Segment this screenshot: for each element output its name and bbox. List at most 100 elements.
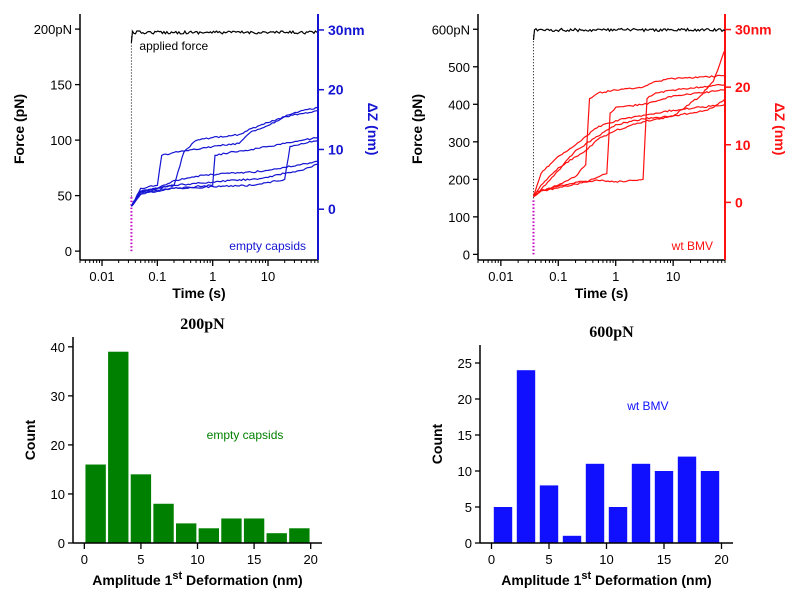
deformation-trace: [533, 98, 726, 198]
x-tick-label: 10: [261, 269, 275, 284]
y-tick-label: 50: [58, 189, 72, 204]
y-tick-label: 40: [51, 340, 65, 355]
y2-tick-label: 30nm: [328, 22, 365, 38]
y2-axis-label: ΔZ (nm): [365, 103, 381, 156]
annotation-label: empty capsids: [229, 239, 306, 253]
y-tick-label: 25: [458, 356, 472, 371]
y-axis-label: Count: [22, 419, 38, 460]
histogram-panel-200pn: 0 10 20 30 40 0 5 10 15 20 200pN Count Amplitude 1st…: [22, 316, 322, 588]
y2-tick-label: 20: [328, 82, 344, 98]
y2-axis-label: ΔZ (nm): [772, 103, 788, 156]
histogram-bar: [85, 464, 106, 543]
histogram-bar: [289, 528, 310, 543]
x-axis-label-part: Deformation (nm): [182, 572, 303, 588]
deformation-trace: [532, 103, 726, 197]
histogram-bar: [654, 471, 674, 543]
x-tick-label: 5: [137, 552, 144, 567]
x-tick-label: 0: [81, 552, 88, 567]
applied-force-trace: [532, 27, 726, 41]
y2-tick-label: 10: [328, 141, 344, 157]
annotation-label: wt BMV: [671, 239, 713, 253]
x-tick-label: 0.1: [148, 269, 166, 284]
histogram-bar: [108, 351, 129, 543]
y2-tick-label: 20: [735, 79, 751, 95]
x-tick-label: 20: [714, 552, 728, 567]
histogram-panel-600pn: 0 5 10 15 20 25 0 5 10 15 20 600pN Count Amplitude 1s…: [429, 324, 733, 588]
histogram-bar: [539, 485, 559, 543]
y2-tick-label: 0: [735, 194, 743, 210]
x-tick-label: 20: [303, 552, 317, 567]
x-axis-label: Amplitude 1st Deformation (nm): [501, 570, 711, 588]
x-tick-label: 10: [666, 269, 680, 284]
annotation-label: empty capsids: [207, 428, 284, 442]
y-tick-label: 20: [458, 392, 472, 407]
y-tick-label: 300: [448, 135, 470, 150]
y-tick-label: 0: [465, 536, 472, 551]
x-axis-label-part: Deformation (nm): [591, 572, 712, 588]
y2-tick-label: 0: [328, 201, 336, 217]
deformation-trace: [130, 110, 319, 207]
x-tick-label: 0.01: [488, 269, 513, 284]
chart-title: 600pN: [589, 324, 634, 341]
y-tick-label: 600pN: [432, 22, 470, 37]
histogram-bar: [562, 535, 582, 543]
histogram-bar: [266, 533, 287, 543]
x-axis-label-part: Amplitude 1: [501, 572, 581, 588]
x-axis-label: Time (s): [575, 285, 628, 301]
deformation-trace: [533, 83, 726, 198]
y-axis-label: Force (pN): [11, 94, 27, 164]
histogram-bar: [700, 471, 720, 543]
histogram-bar: [516, 370, 536, 543]
y-tick-label: 5: [465, 500, 472, 515]
y-tick-label: 0: [58, 536, 65, 551]
y-tick-label: 20: [51, 438, 65, 453]
deformation-trace: [130, 136, 319, 207]
deformation-trace: [130, 163, 318, 207]
y-tick-label: 30: [51, 389, 65, 404]
x-axis-label-superscript: st: [172, 570, 182, 582]
y-tick-label: 150: [50, 78, 72, 93]
y-axis-label: Count: [429, 423, 445, 464]
histogram-bar: [175, 523, 197, 543]
y-tick-label: 0: [65, 244, 72, 259]
y-axis-label: Force (pN): [409, 94, 425, 164]
x-axis-label: Amplitude 1st Deformation (nm): [92, 570, 302, 588]
x-tick-label: 15: [247, 552, 261, 567]
annotation-label: applied force: [139, 39, 208, 53]
x-tick-label: 0.1: [549, 269, 567, 284]
histogram-bar: [221, 518, 242, 543]
y-tick-label: 400: [448, 97, 470, 112]
y-tick-label: 200pN: [34, 22, 72, 37]
histogram-bar: [243, 518, 265, 543]
x-tick-label: 0: [488, 552, 495, 567]
y-tick-label: 10: [51, 487, 65, 502]
annotation-label: wt BMV: [626, 399, 668, 413]
y-tick-label: 100: [50, 133, 72, 148]
x-axis-label-superscript: st: [581, 570, 591, 582]
y-tick-label: 10: [458, 464, 472, 479]
histogram-bar: [677, 456, 697, 543]
deformation-trace: [130, 139, 319, 207]
y-tick-label: 500: [448, 60, 470, 75]
x-tick-label: 15: [657, 552, 671, 567]
histogram-bar: [198, 528, 220, 543]
chart-title: 200pN: [180, 316, 225, 333]
deformation-trace: [130, 106, 319, 207]
deformation-trace: [533, 49, 726, 197]
x-tick-label: 0.01: [89, 269, 114, 284]
y2-tick-label: 10: [735, 137, 751, 153]
histogram-bar: [608, 507, 628, 543]
x-axis-label-part: Amplitude 1: [92, 572, 172, 588]
histogram-bar: [153, 503, 174, 543]
y-tick-label: 15: [458, 428, 472, 443]
x-tick-label: 10: [599, 552, 613, 567]
deformation-trace: [533, 89, 725, 195]
x-tick-label: 1: [209, 269, 216, 284]
applied-force-trace: [130, 29, 318, 43]
histogram-bar: [631, 463, 651, 543]
x-axis-label: Time (s): [172, 285, 225, 301]
y-tick-label: 0: [463, 247, 470, 262]
y-tick-label: 100: [448, 210, 470, 225]
